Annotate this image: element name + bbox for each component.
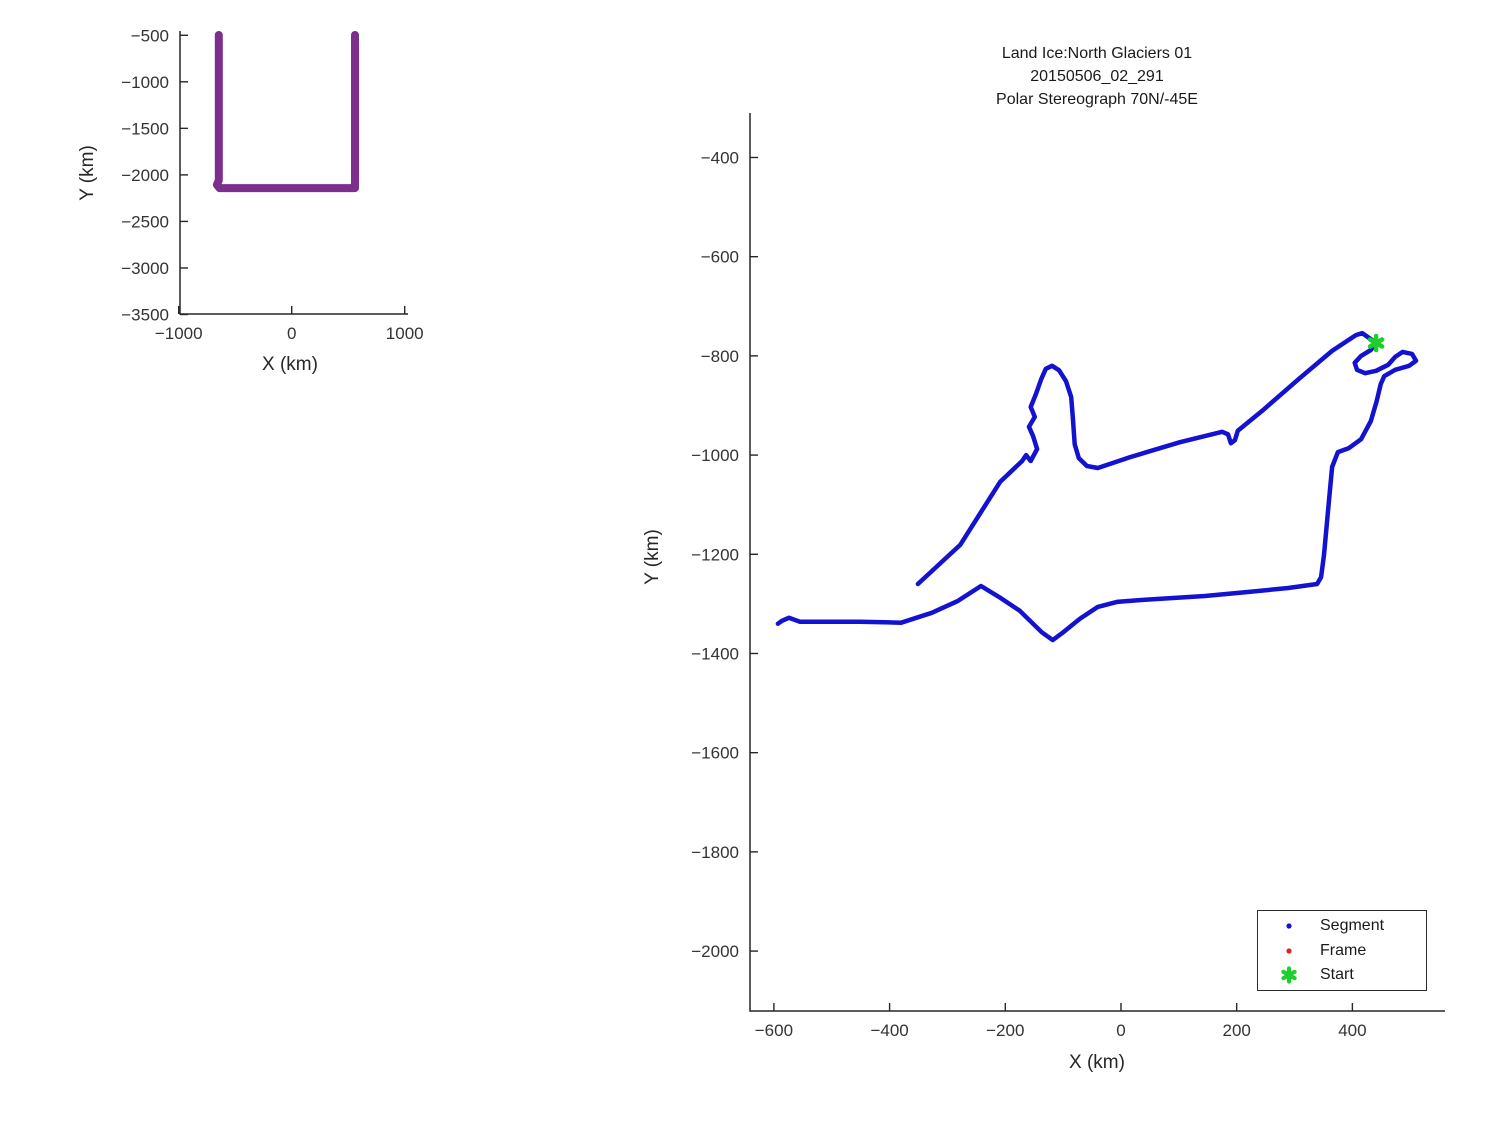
title-line-2: 20150506_02_291 [1030, 68, 1164, 85]
main-x-axis-label: X (km) [1069, 1052, 1125, 1073]
main-x-tick-label: −400 [870, 1021, 908, 1040]
main-y-tick-label: −800 [701, 347, 739, 366]
coverage-track [212, 31, 359, 193]
overview-y-axis-label: Y (km) [77, 145, 98, 201]
overview-x-axis-label: X (km) [262, 354, 318, 375]
legend-label-frame: Frame [1320, 941, 1367, 959]
main-x-tick-label: −200 [986, 1021, 1024, 1040]
main-x-tick-label: 400 [1338, 1021, 1366, 1040]
main-y-tick-label: −1600 [691, 744, 739, 763]
legend-row-segment: Segment [1258, 914, 1426, 938]
main-y-tick-label: −1200 [691, 545, 739, 564]
segment-track [775, 330, 1419, 643]
overview-x-tick-label: −1000 [155, 324, 203, 343]
frame-marker-icon [1258, 944, 1320, 958]
overview-x-tick-label: 1000 [386, 324, 424, 343]
overview-y-tick-label: −1500 [121, 119, 169, 138]
main-y-tick-label: −1400 [691, 644, 739, 663]
main-y-tick-label: −1800 [691, 843, 739, 862]
legend-label-start: Start [1320, 965, 1354, 983]
main-y-axis-label: Y (km) [642, 529, 663, 585]
overview-y-tick-label: −2500 [121, 212, 169, 231]
main-x-tick-label: −600 [755, 1021, 793, 1040]
start-marker-icon [1258, 966, 1320, 984]
title-line-1: Land Ice:North Glaciers 01 [1001, 45, 1193, 62]
main-y-tick-label: −600 [701, 248, 739, 267]
main-y-tick-label: −1000 [691, 446, 739, 465]
overview-y-tick-label: −2000 [121, 166, 169, 185]
overview-x-tick-label: 0 [287, 324, 296, 343]
main-y-tick-label: −2000 [691, 942, 739, 961]
main-x-tick-label: 0 [1116, 1021, 1125, 1040]
title-line-3: Polar Stereograph 70N/-45E [996, 91, 1198, 108]
legend-row-start: Start [1258, 963, 1426, 987]
overview-y-tick-label: −500 [131, 26, 169, 45]
main-y-tick-label: −400 [701, 148, 739, 167]
main-plot-title: Land Ice:North Glaciers 01 20150506_02_2… [847, 42, 1347, 111]
segment-marker-icon [1258, 919, 1320, 933]
legend-label-segment: Segment [1320, 917, 1385, 935]
overview-y-tick-label: −3000 [121, 259, 169, 278]
overview-y-tick-label: −3500 [121, 306, 169, 325]
legend-box: Segment Frame Start [1257, 910, 1427, 991]
overview-y-tick-label: −1000 [121, 73, 169, 92]
legend-row-frame: Frame [1258, 939, 1426, 963]
start-marker [1367, 333, 1385, 353]
main-axes [749, 113, 1445, 1012]
main-x-tick-label: 200 [1222, 1021, 1250, 1040]
